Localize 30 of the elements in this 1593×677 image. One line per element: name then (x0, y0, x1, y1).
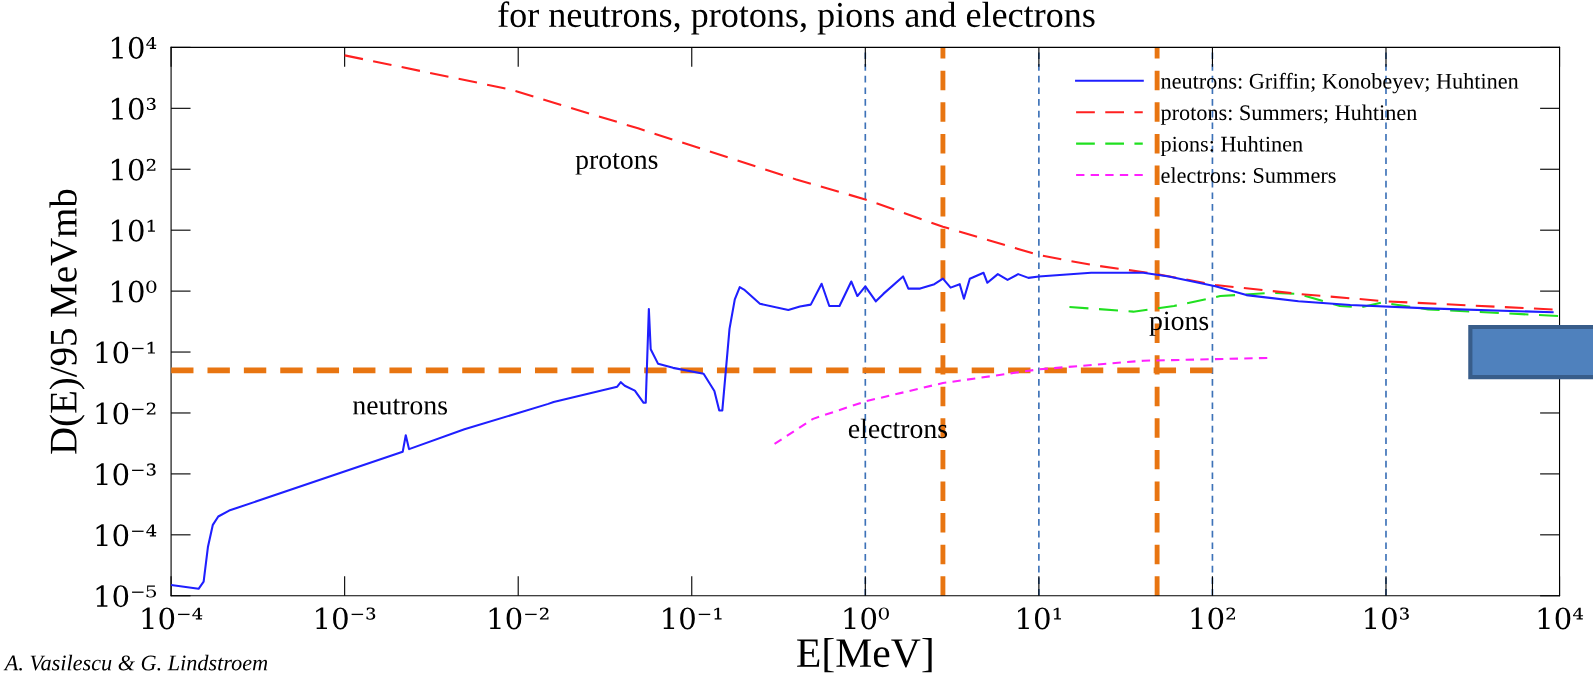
x-tick-label: 10⁻¹ (663, 607, 722, 630)
annotation: pions (1149, 311, 1209, 336)
annotation: protons (575, 153, 658, 175)
y-tick-label: 10² (111, 158, 156, 181)
x-axis-title: E[MeV] (797, 637, 932, 673)
y-tick-label: 10⁻¹ (96, 341, 155, 364)
legend-label: electrons: Summers (1161, 167, 1336, 184)
text: A. Vasilescu & G. Lindstroem (3, 654, 268, 671)
x-tick-label: 10³ (1365, 607, 1409, 630)
x-tick-label: 10⁰ (844, 607, 889, 630)
y-tick-label: 10³ (111, 97, 156, 120)
y-axis-title: D(E)/95 MeVmb (49, 189, 85, 454)
y-tick-label: 10¹ (111, 219, 155, 242)
y-tick-label: 10⁻² (96, 402, 156, 425)
legend-label: protons: Summers; Huhtinen (1160, 104, 1417, 125)
chart-title: for neutrons, protons, pions and electrons (498, 1, 1095, 35)
annotation: neutrons (352, 398, 448, 415)
x-tick-label: 10⁻⁴ (142, 607, 203, 630)
y-tick-label: 10⁻⁴ (96, 524, 157, 547)
x-tick-label: 10⁻² (489, 607, 549, 630)
legend-label: neutrons: Griffin; Konobeyev; Huhtinen (1161, 72, 1519, 94)
y-tick-label: 10⁴ (111, 36, 157, 59)
y-tick-label: 10⁰ (111, 280, 157, 303)
x-tick-label: 10⁻³ (316, 607, 376, 630)
y-tick-label: 10⁻⁵ (96, 585, 157, 608)
x-tick-label: 10¹ (1018, 607, 1062, 630)
x-tick-label: 10⁴ (1538, 607, 1584, 630)
x-tick-label: 10² (1191, 607, 1235, 630)
legend-label: pions: Huhtinen (1160, 135, 1303, 157)
y-tick-label: 10⁻³ (96, 463, 156, 486)
